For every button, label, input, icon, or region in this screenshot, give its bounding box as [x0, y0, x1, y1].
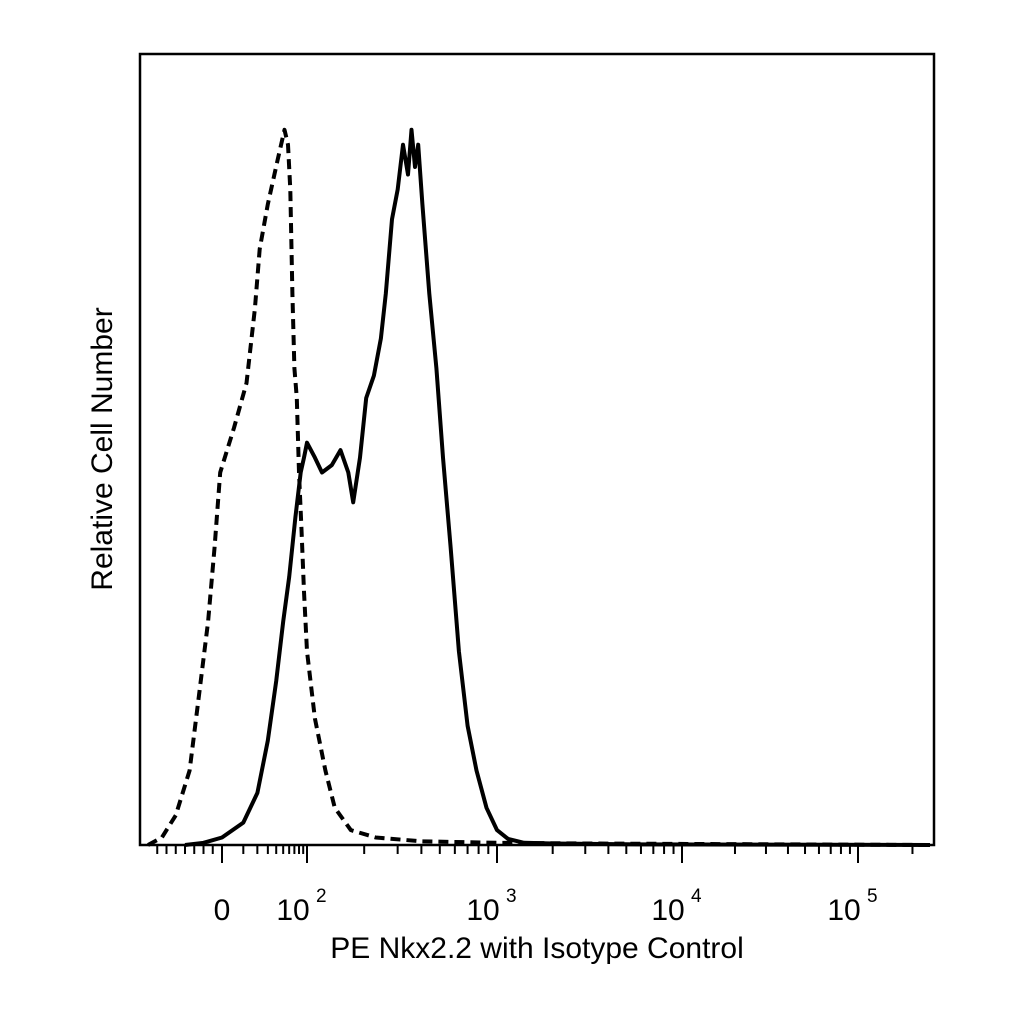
isotype-control-curve: [147, 127, 931, 847]
x-axis-title: PE Nkx2.2 with Isotype Control: [330, 932, 744, 965]
x-tick-label-exponent: 4: [691, 886, 702, 907]
nkx22-curve: [184, 127, 931, 847]
x-tick-label-exponent: 2: [316, 886, 327, 907]
x-tick-label: 10: [466, 894, 499, 927]
x-tick-label: 10: [827, 894, 860, 927]
x-axis-ticks: [156, 845, 914, 863]
x-tick-label-exponent: 5: [867, 886, 878, 907]
x-tick-label: 0: [214, 894, 231, 927]
x-tick-label: 10: [651, 894, 684, 927]
x-tick-label-exponent: 3: [506, 886, 517, 907]
plot-frame: [138, 52, 936, 847]
series-layer: [147, 127, 931, 847]
y-axis-title: Relative Cell Number: [86, 307, 119, 590]
x-tick-label: 10: [276, 894, 309, 927]
x-axis-tick-labels: 0 10 2 10 3 10 4 10 5: [214, 886, 878, 927]
